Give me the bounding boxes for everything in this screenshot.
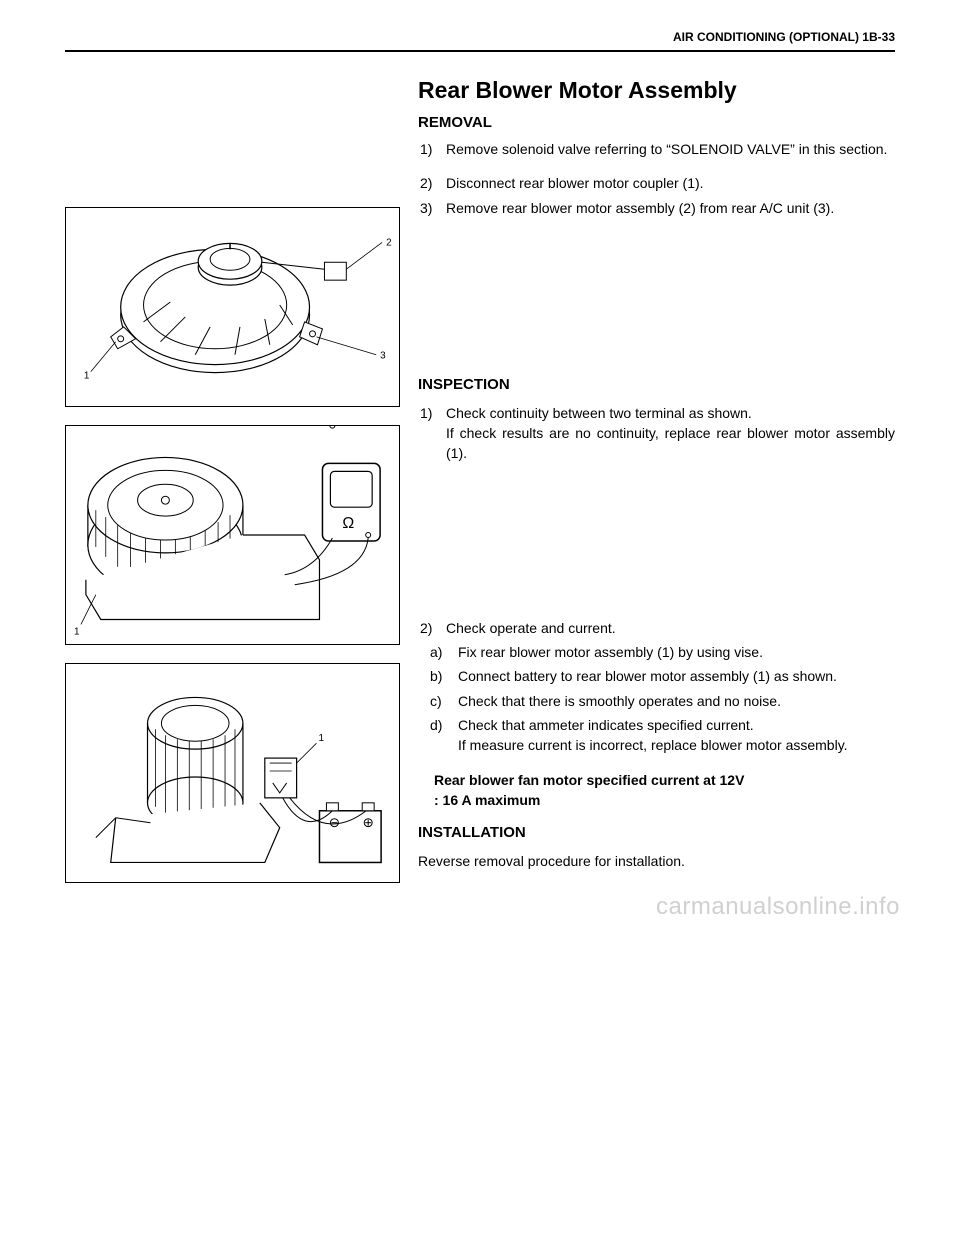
figure-removal: 2 3 1	[65, 207, 400, 407]
fig1-label-3: 3	[380, 351, 386, 362]
removal-steps-cont: 2)Disconnect rear blower motor coupler (…	[418, 173, 895, 218]
ohm-symbol: Ω	[342, 515, 354, 532]
removal-step-2: 2)Disconnect rear blower motor coupler (…	[438, 173, 895, 193]
blower-motor-continuity-diagram: Ω 1	[66, 425, 399, 645]
spec-label: Rear blower fan motor specified current …	[434, 770, 895, 790]
spacer	[418, 222, 895, 362]
main-title: Rear Blower Motor Assembly	[418, 77, 895, 104]
inspection-step-1: 1) Check continuity between two terminal…	[438, 403, 895, 464]
spacer-2	[418, 468, 895, 618]
blower-motor-removal-diagram: 2 3 1	[66, 207, 399, 407]
figures-column: 2 3 1	[65, 77, 400, 901]
header-section-title: AIR CONDITIONING (OPTIONAL) 1B-33	[673, 30, 895, 44]
inspection-step1: 1) Check continuity between two terminal…	[418, 403, 895, 464]
blower-motor-current-diagram: 1	[66, 663, 399, 883]
fig1-label-1: 1	[84, 371, 90, 382]
removal-heading: REMOVAL	[418, 114, 895, 131]
watermark-text: carmanualsonline.info	[656, 893, 900, 921]
removal-step-1: 1)Remove solenoid valve referring to “SO…	[438, 139, 895, 159]
inspection-heading: INSPECTION	[418, 376, 895, 393]
removal-steps: 1)Remove solenoid valve referring to “SO…	[418, 139, 895, 159]
fig2-label-1: 1	[74, 626, 80, 637]
figure-inspection-continuity: Ω 1	[65, 425, 400, 645]
content-row: 2 3 1	[65, 77, 895, 901]
removal-step-3: 3)Remove rear blower motor assembly (2) …	[438, 198, 895, 218]
installation-text: Reverse removal procedure for installati…	[418, 851, 895, 871]
substep-d: d) Check that ammeter indicates specifie…	[450, 715, 895, 756]
figure-inspection-current: 1	[65, 663, 400, 883]
page-header: AIR CONDITIONING (OPTIONAL) 1B-33	[65, 30, 895, 52]
spec-value: : 16 A maximum	[434, 790, 895, 810]
inspection-substeps: a)Fix rear blower motor assembly (1) by …	[418, 642, 895, 755]
page-container: AIR CONDITIONING (OPTIONAL) 1B-33	[0, 0, 960, 941]
fig1-label-2: 2	[386, 237, 392, 248]
fig3-label-1: 1	[318, 733, 324, 744]
installation-heading: INSTALLATION	[418, 824, 895, 841]
inspection-step2: 2)Check operate and current.	[418, 618, 895, 638]
inspection-step-2: 2)Check operate and current.	[438, 618, 895, 638]
substep-c: c)Check that there is smoothly operates …	[450, 691, 895, 711]
spec-block: Rear blower fan motor specified current …	[434, 770, 895, 811]
substep-b: b)Connect battery to rear blower motor a…	[450, 666, 895, 686]
text-column: Rear Blower Motor Assembly REMOVAL 1)Rem…	[418, 77, 895, 901]
substep-a: a)Fix rear blower motor assembly (1) by …	[450, 642, 895, 662]
